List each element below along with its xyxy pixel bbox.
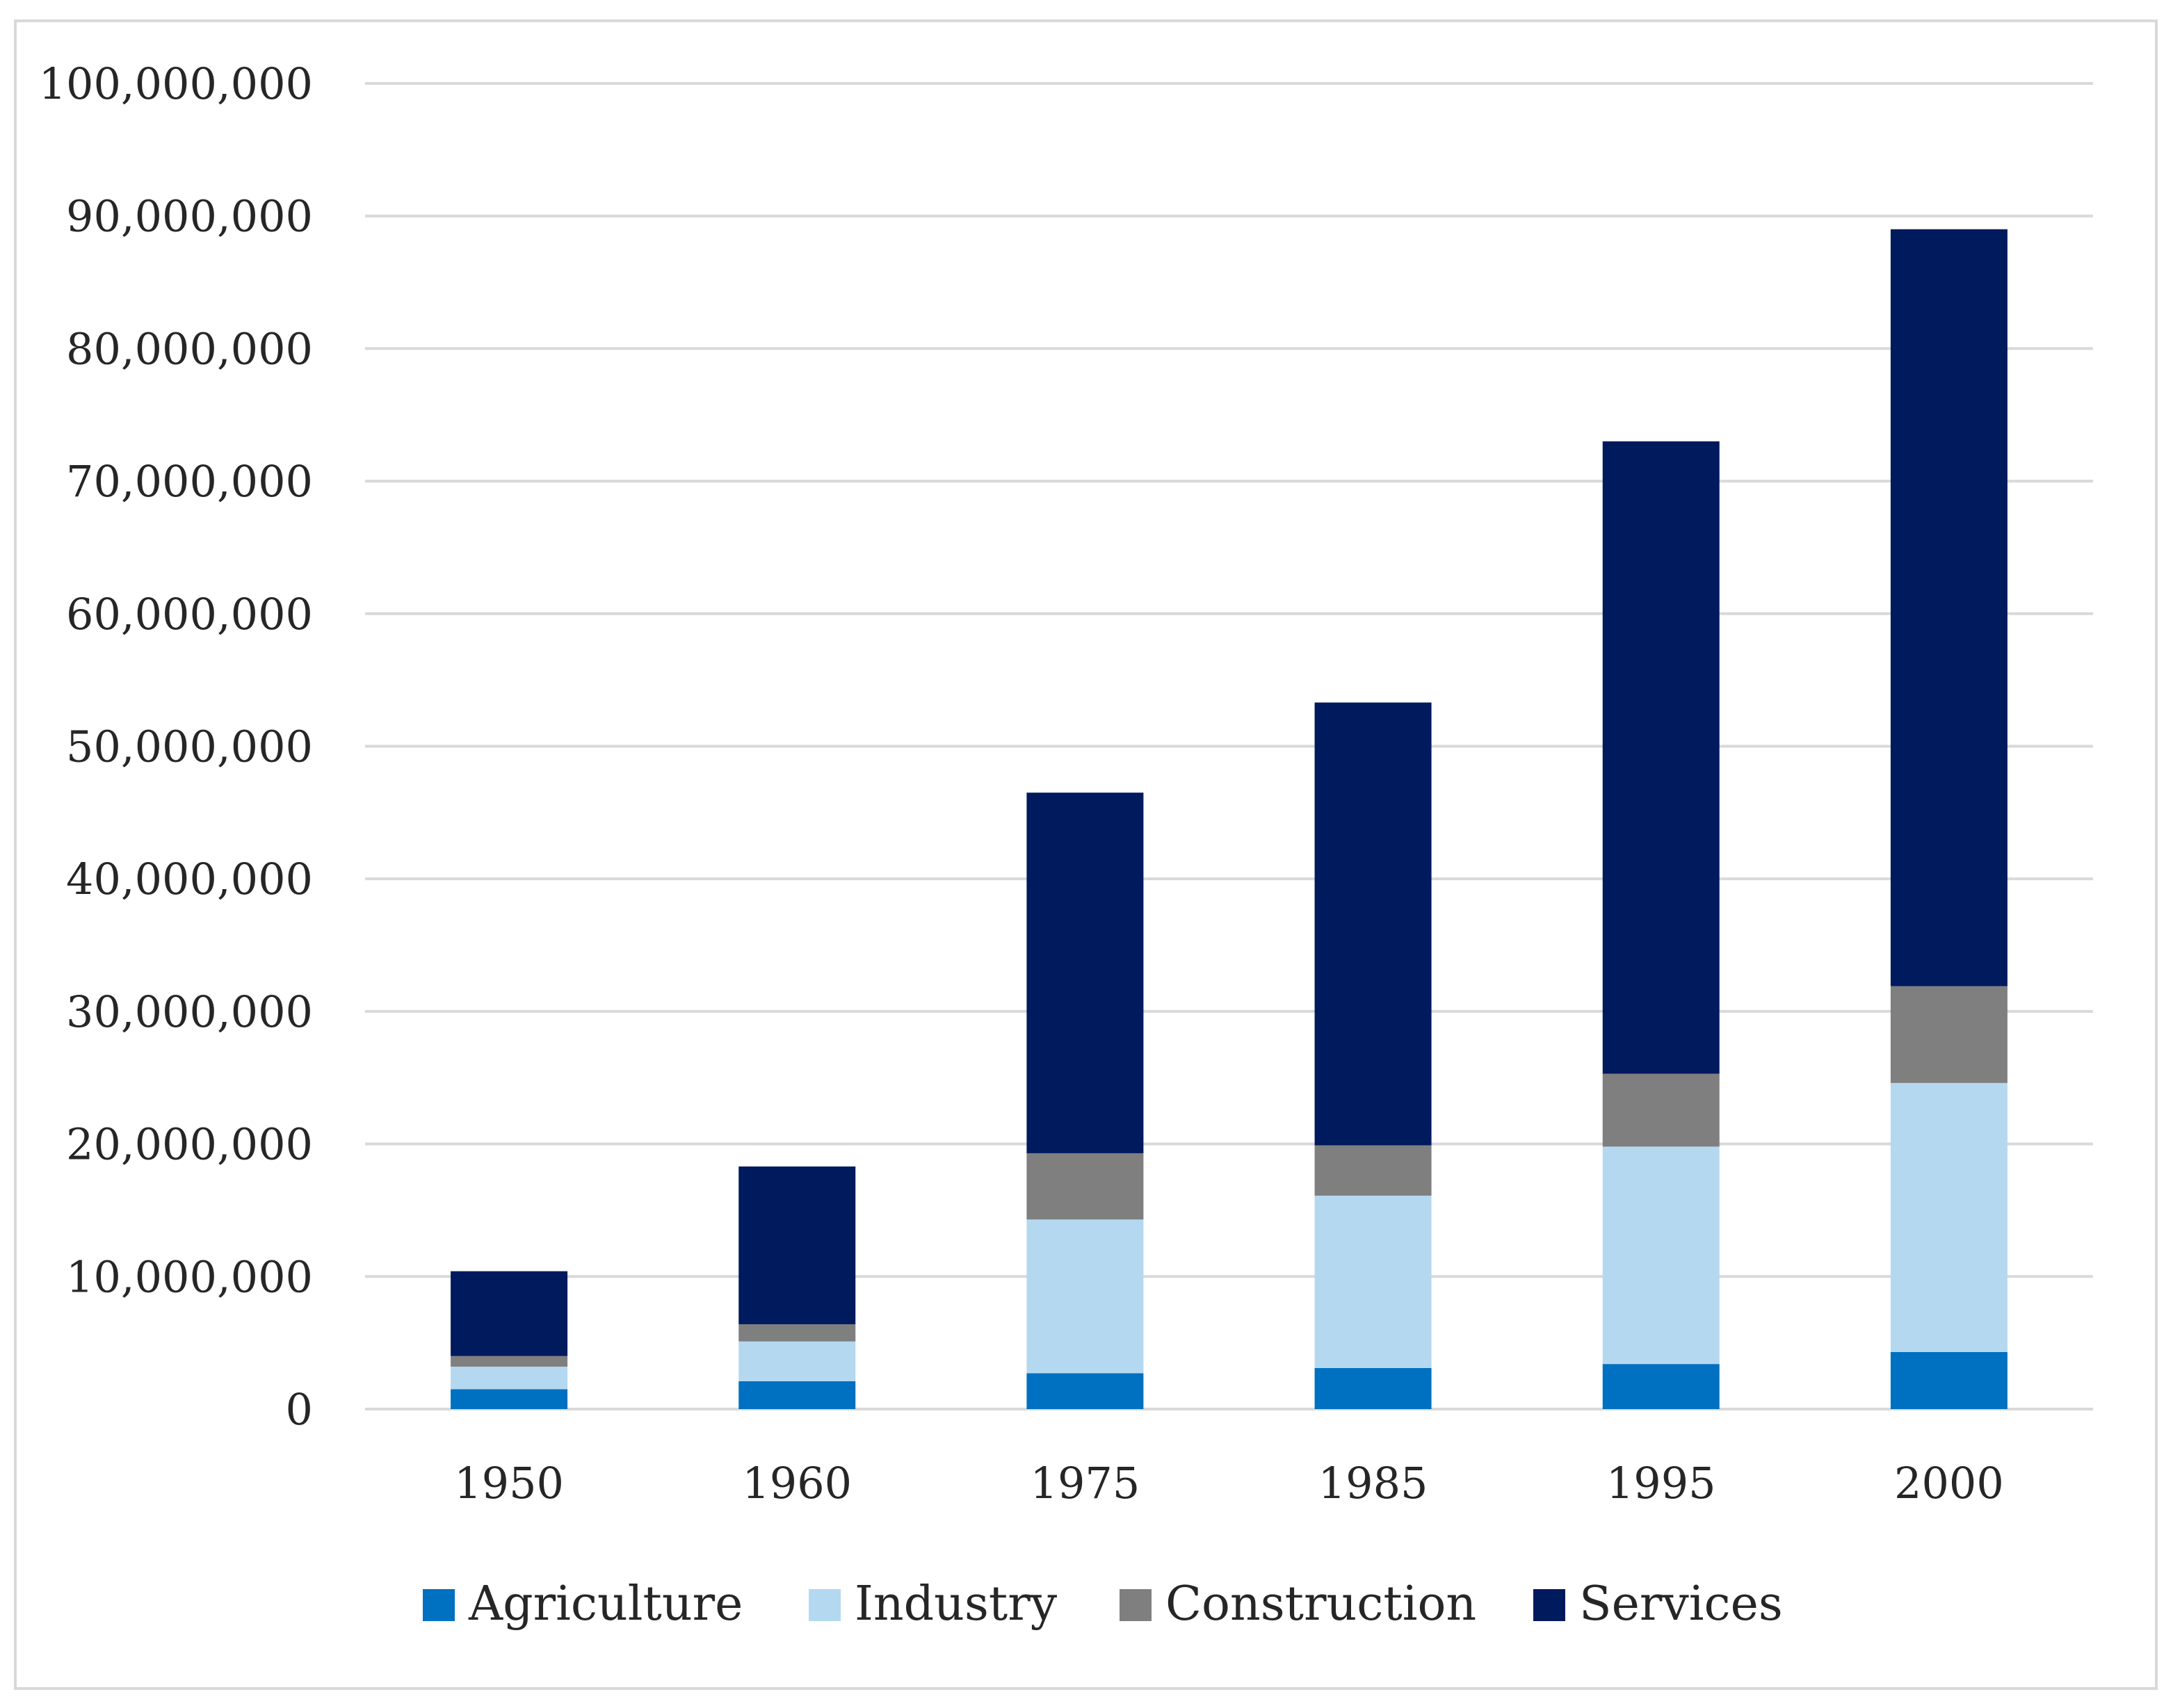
bar-industry-1975 [1026,1219,1144,1374]
y-tick-label: 30,000,000 [66,986,313,1037]
x-tick-label: 1960 [742,1458,852,1508]
legend-label-construction: Construction [1165,1577,1476,1632]
bar-construction-1975 [1026,1153,1144,1220]
legend-swatch-industry [809,1589,841,1621]
legend-label-industry: Industry [855,1577,1058,1632]
x-tick-label: 2000 [1894,1458,2004,1508]
y-axis-tick-labels: 0 10,000,000 20,000,000 30,000,000 40,000,00… [39,58,313,1435]
y-tick-label: 50,000,000 [66,722,313,772]
bar-construction-1995 [1602,1073,1720,1147]
bar-industry-1985 [1314,1195,1432,1368]
bar-services-1985 [1314,702,1432,1146]
legend-swatch-services [1533,1589,1565,1621]
bar-construction-1960 [738,1324,856,1342]
bar-services-1995 [1602,441,1720,1074]
bar-agriculture-1995 [1602,1364,1720,1409]
bar-construction-1950 [451,1356,568,1367]
bar-services-1960 [738,1166,856,1324]
legend-label-agriculture: Agriculture [468,1577,743,1632]
y-tick-label: 70,000,000 [66,456,313,507]
bar-construction-2000 [1890,986,2008,1083]
bar-construction-1985 [1314,1145,1432,1196]
x-axis-tick-labels: 1950 1960 1975 1985 1995 2000 [454,1458,2004,1508]
y-tick-label: 20,000,000 [66,1119,313,1170]
legend: Agriculture Industry Construction Services [423,1577,1783,1632]
bar-services-1975 [1026,792,1144,1153]
y-tick-label: 80,000,000 [66,323,313,374]
bar-agriculture-1985 [1314,1367,1432,1409]
legend-swatch-agriculture [423,1589,455,1621]
y-tick-label: 100,000,000 [39,58,313,109]
legend-label-services: Services [1579,1577,1783,1632]
x-tick-label: 1985 [1318,1458,1428,1508]
y-tick-label: 40,000,000 [66,854,313,904]
bars [451,229,2008,1409]
legend-swatch-construction [1120,1589,1152,1621]
bar-agriculture-1950 [451,1389,568,1409]
y-tick-label: 0 [286,1384,313,1435]
bar-industry-2000 [1890,1082,2008,1352]
bar-industry-1995 [1602,1146,1720,1365]
bar-services-2000 [1890,229,2008,986]
bar-agriculture-2000 [1890,1351,2008,1409]
y-tick-label: 10,000,000 [66,1251,313,1302]
bar-industry-1960 [738,1341,856,1381]
y-tick-label: 60,000,000 [66,589,313,640]
x-tick-label: 1995 [1606,1458,1716,1508]
gridlines [365,82,2093,1410]
x-tick-label: 1975 [1031,1458,1140,1508]
bar-agriculture-1975 [1026,1373,1144,1409]
bar-agriculture-1960 [738,1381,856,1409]
bar-services-1950 [451,1271,568,1356]
bar-industry-1950 [451,1366,568,1390]
y-tick-label: 90,000,000 [66,191,313,242]
x-tick-label: 1950 [454,1458,564,1508]
